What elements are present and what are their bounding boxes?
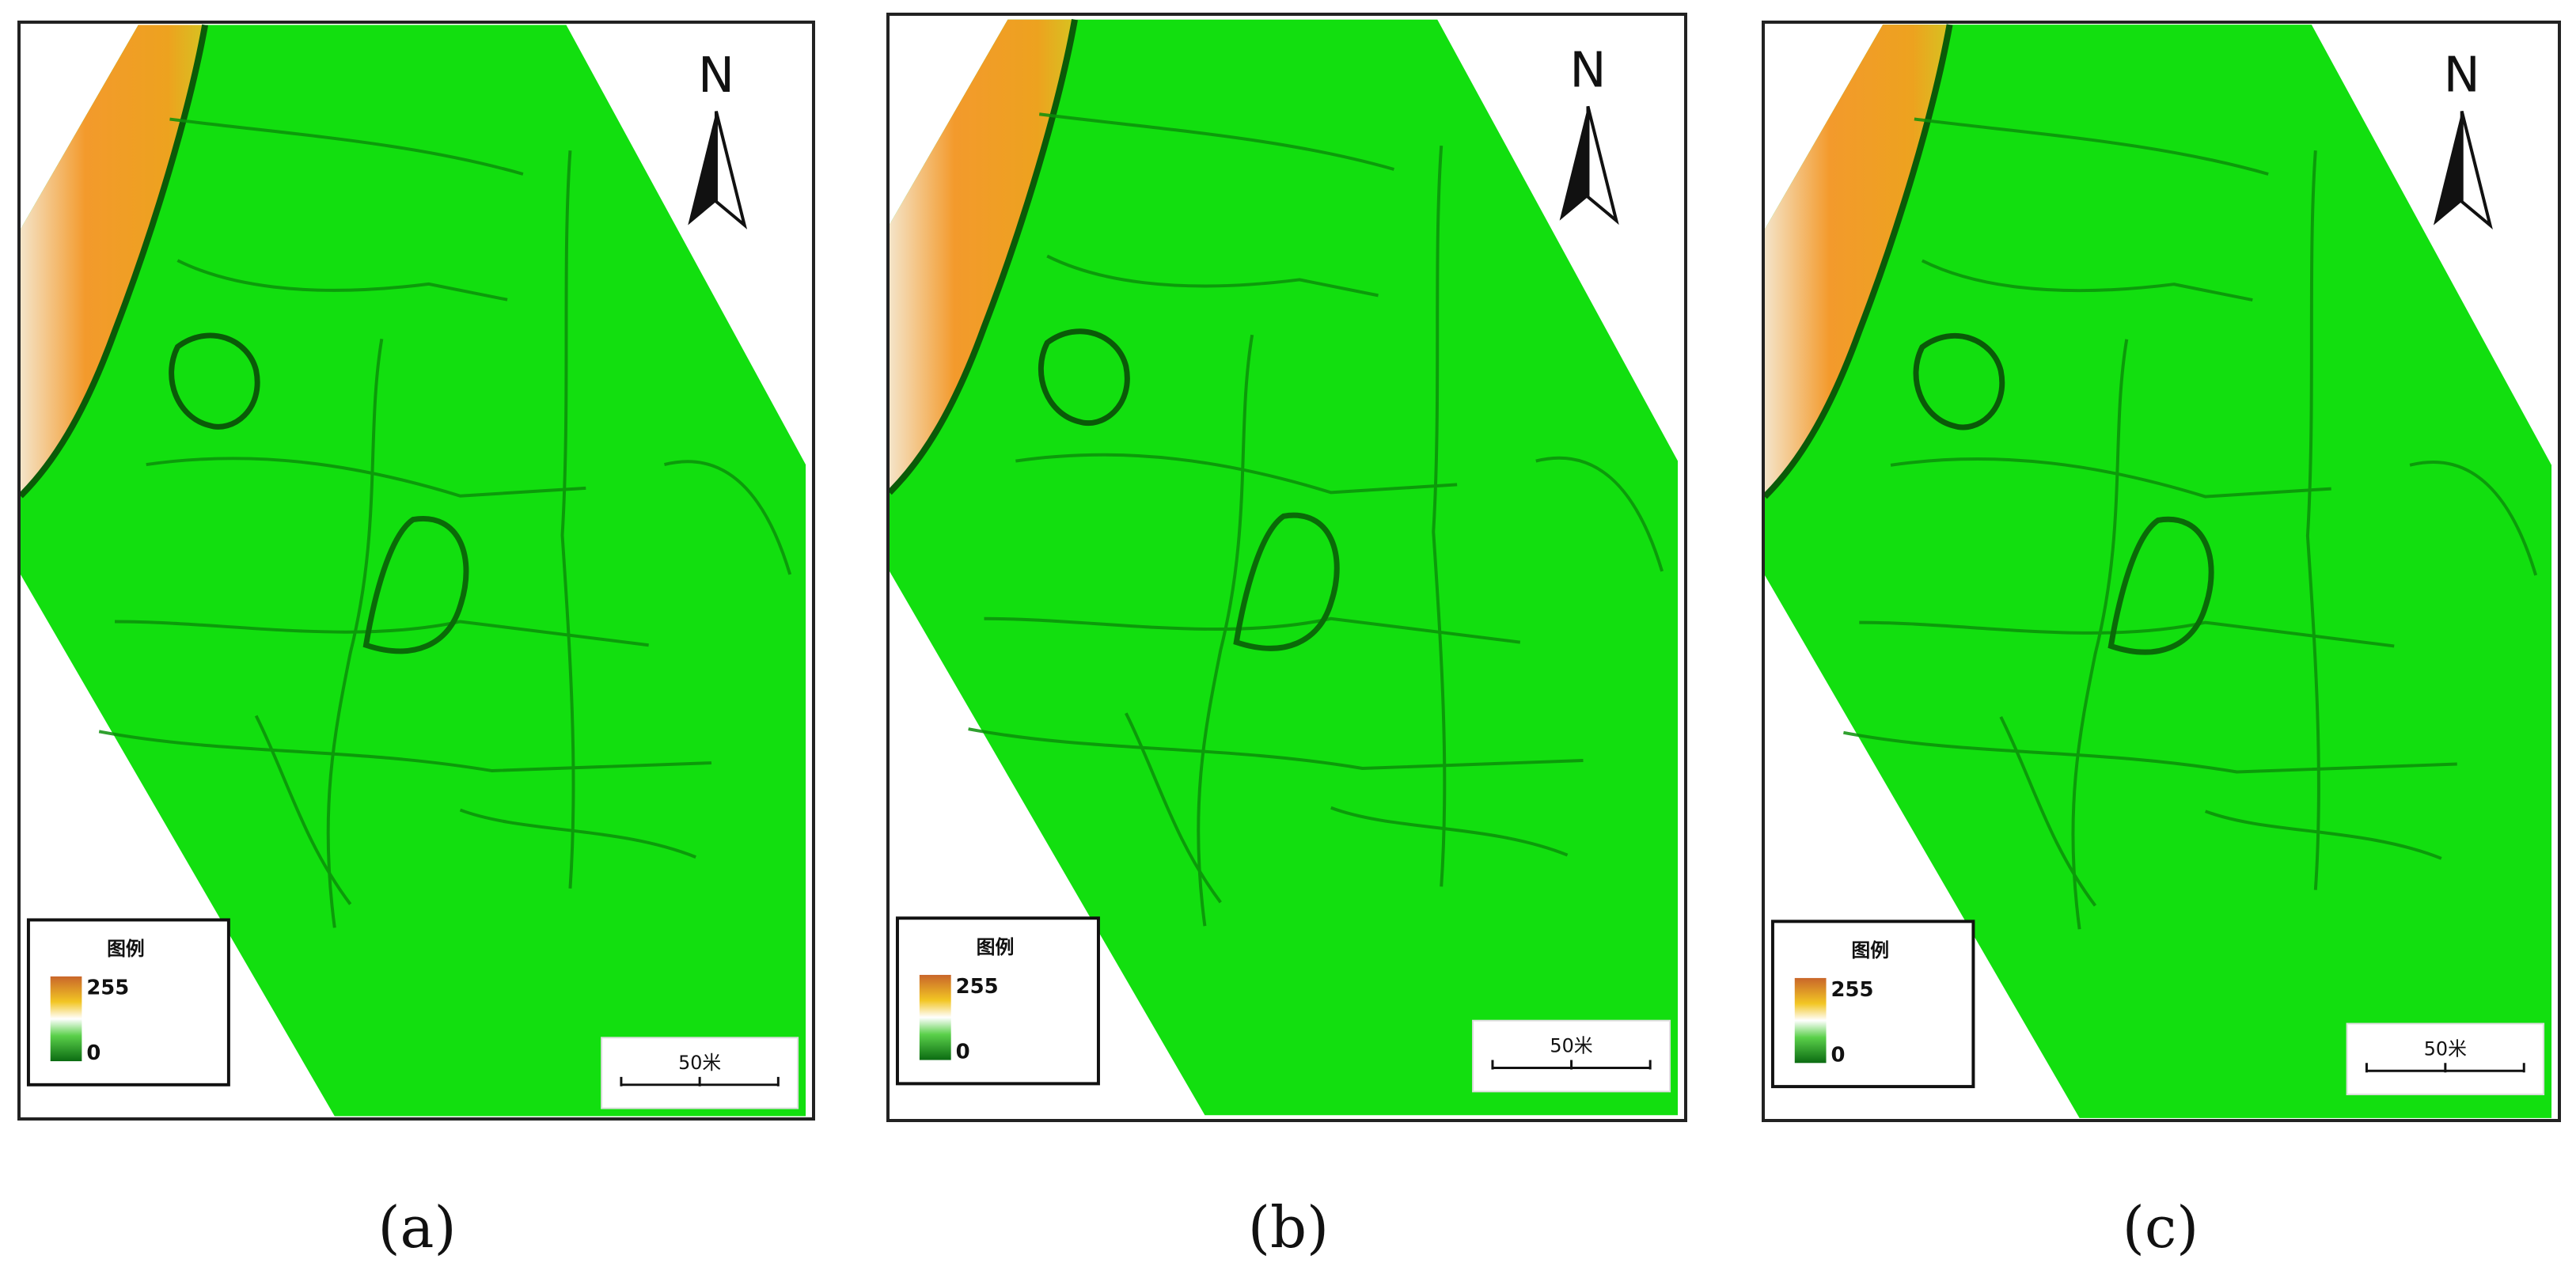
terrain-relief-lines: [98, 117, 792, 928]
legend-max-label: 255: [1831, 978, 1874, 1002]
terrain-surface: [890, 19, 1679, 1116]
north-arrow-icon: N: [688, 47, 748, 229]
terrain-depression-outline: [2107, 516, 2214, 655]
caption-b: (b): [1247, 1194, 1330, 1261]
elevation-color-ramp: [919, 974, 951, 1060]
riverbank-high-elevation: [21, 25, 206, 496]
map-legend: 图例 255 0: [1770, 920, 1975, 1089]
scale-bar: 50米: [2346, 1022, 2545, 1096]
terrain-relief-lines: [1843, 117, 2538, 930]
caption-c: (c): [2122, 1194, 2199, 1261]
map-svg-b: N 图例 255 0 50米: [890, 19, 1679, 1116]
north-label: N: [2444, 47, 2480, 104]
scale-label: 50米: [2424, 1037, 2467, 1060]
legend-max-label: 255: [86, 977, 129, 1000]
map-panel-c: N 图例 255 0 50米: [1762, 21, 2561, 1122]
legend-min-label: 0: [86, 1041, 101, 1065]
map-panel-a: N 图例 255 0 50米: [17, 21, 815, 1121]
map-legend: 图例 255 0: [26, 918, 230, 1086]
legend-title: 图例: [977, 936, 1015, 958]
map-svg-a: N 图例 255 0 50米: [21, 24, 806, 1117]
map-svg-c: N 图例 255 0 50米: [1765, 24, 2552, 1118]
terrain-pond-outline: [1038, 328, 1130, 426]
north-arrow-icon: N: [2433, 47, 2493, 230]
north-label: N: [698, 47, 734, 104]
terrain-surface: [1765, 25, 2552, 1118]
riverbank-high-elevation: [890, 19, 1076, 493]
legend-min-label: 0: [956, 1041, 970, 1064]
scale-label: 50米: [678, 1052, 721, 1074]
elevation-color-ramp: [50, 976, 82, 1062]
legend-max-label: 255: [956, 975, 999, 999]
legend-title: 图例: [1851, 939, 1889, 961]
north-label: N: [1569, 41, 1606, 98]
map-legend: 图例 255 0: [895, 916, 1100, 1086]
terrain-pond-outline: [169, 332, 260, 430]
elevation-color-ramp: [1794, 977, 1827, 1064]
north-arrow-icon: N: [1559, 41, 1619, 226]
scale-bar: 50米: [601, 1037, 799, 1109]
map-panel-b: N 图例 255 0 50米: [886, 13, 1687, 1122]
terrain-pond-outline: [1913, 332, 2005, 430]
caption-a: (a): [377, 1194, 457, 1261]
terrain-surface: [21, 25, 806, 1117]
scale-label: 50米: [1550, 1035, 1592, 1057]
terrain-relief-lines: [968, 112, 1664, 927]
terrain-depression-outline: [362, 515, 469, 654]
riverbank-high-elevation: [1765, 25, 1950, 497]
terrain-depression-outline: [1233, 512, 1340, 651]
legend-title: 图例: [107, 938, 145, 960]
scale-bar: 50米: [1472, 1019, 1671, 1093]
legend-min-label: 0: [1831, 1043, 1846, 1067]
